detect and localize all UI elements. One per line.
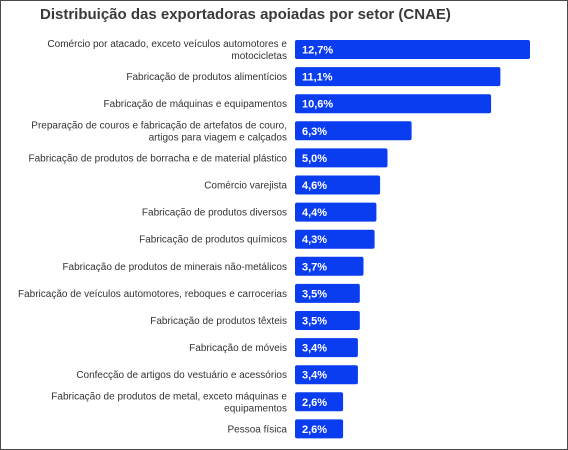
category-label: Comércio varejista xyxy=(204,181,287,192)
bar xyxy=(295,283,360,303)
category-label: Fabricação de produtos diversos xyxy=(142,208,287,219)
bar xyxy=(295,94,492,114)
bar-value-label: 2,6% xyxy=(302,424,327,436)
bar-value-label: 3,7% xyxy=(302,261,327,273)
bar xyxy=(295,202,377,222)
bar-value-label: 3,4% xyxy=(302,370,327,382)
chart-title: Distribuição das exportadoras apoiadas p… xyxy=(40,6,451,23)
bar-value-label: 11,1% xyxy=(302,72,333,84)
bar-value-label: 2,6% xyxy=(302,397,327,409)
category-label: Fabricação de produtos de borracha e de … xyxy=(29,153,288,164)
bar-value-label: 3,4% xyxy=(302,343,327,355)
bar xyxy=(295,40,530,59)
bar xyxy=(295,67,501,87)
bar xyxy=(295,148,388,168)
bar xyxy=(295,175,381,195)
category-label: Fabricação de produtos alimentícios xyxy=(126,72,287,83)
bar-value-label: 4,3% xyxy=(302,234,327,246)
category-label: Fabricação de móveis xyxy=(189,343,287,354)
category-label: Pessoa física xyxy=(228,424,288,435)
bar-value-label: 3,5% xyxy=(302,288,327,300)
bar-value-label: 12,7% xyxy=(302,45,333,57)
category-label: Fabricação de produtos químicos xyxy=(139,235,287,246)
bar xyxy=(295,121,412,141)
bar xyxy=(295,338,358,358)
category-label: Fabricação de máquinas e equipamentos xyxy=(104,99,287,110)
bar xyxy=(295,311,360,330)
category-label: Fabricação de produtos têxteis xyxy=(150,316,287,327)
bar xyxy=(295,365,358,385)
bar xyxy=(295,392,344,412)
category-label: Fabricação de veículos automotores, rebo… xyxy=(18,289,287,300)
category-label: Comércio por atacado, exceto veículos au… xyxy=(47,39,287,62)
category-label: Confecção de artigos do vestuário e aces… xyxy=(76,370,287,381)
bar-value-label: 3,5% xyxy=(302,316,327,328)
bar xyxy=(295,256,364,276)
bar-value-label: 4,6% xyxy=(302,180,327,192)
bar xyxy=(295,419,344,439)
bar-value-label: 6,3% xyxy=(302,126,327,138)
category-label: Fabricação de produtos de minerais não-m… xyxy=(62,262,287,273)
bar-value-label: 4,4% xyxy=(302,207,327,219)
category-label: Fabricação de produtos de metal, exceto … xyxy=(51,391,287,414)
bar-value-label: 10,6% xyxy=(302,99,333,111)
category-label: Preparação de couros e fabricação de art… xyxy=(31,120,287,143)
bar-value-label: 5,0% xyxy=(302,153,327,165)
bar xyxy=(295,229,375,249)
